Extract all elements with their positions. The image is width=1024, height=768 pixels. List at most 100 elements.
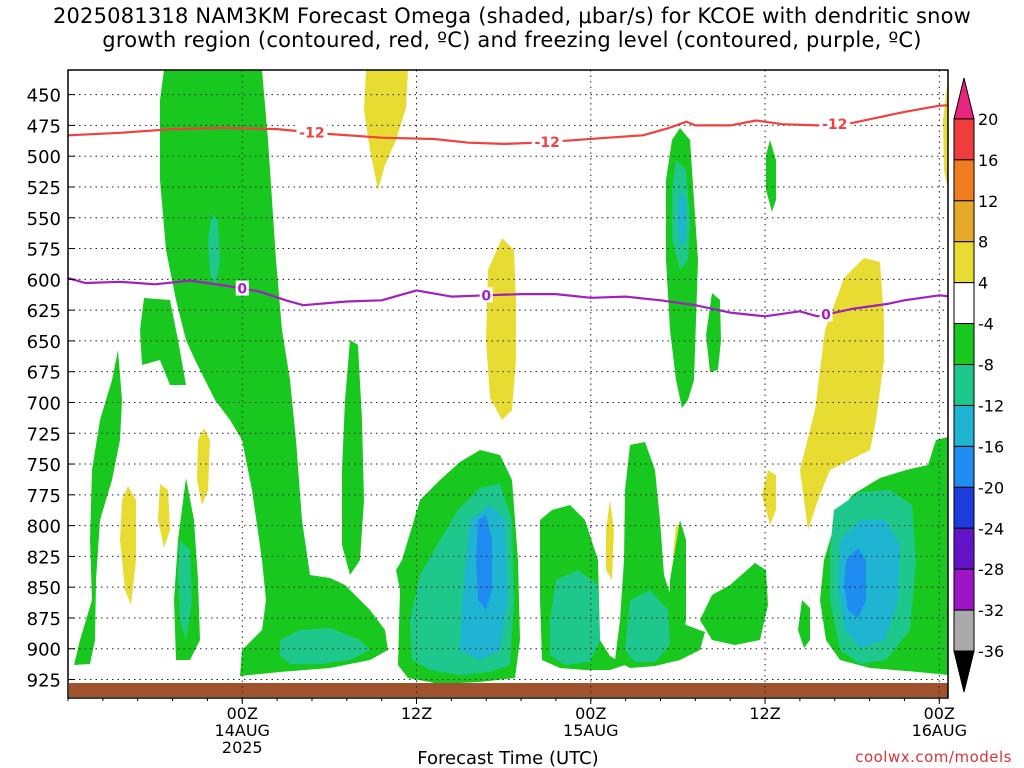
rising-zone [606,500,614,580]
contour-label-bg [235,280,249,296]
y-tick-label: 725 [27,424,61,445]
strong-sinking-core [838,520,900,648]
colorbar-label: -12 [978,396,1004,415]
y-tick-label: 600 [27,270,61,291]
contour-label-bg [479,287,493,303]
contour-label-bg [819,306,833,322]
colorbar-cell [953,77,975,120]
rising-zone [364,70,408,190]
colorbar-label: -4 [978,315,994,334]
ground-strip [69,683,948,697]
y-tick-label: 775 [27,486,61,507]
contour-labels: -12 -12 -12 0 0 0 [235,116,851,323]
colorbar-label: 8 [978,233,988,252]
contour-label: -12 [822,117,847,133]
x-tick-label: 12Z [401,704,432,723]
x-tick-label: 14AUG [215,721,270,740]
rising-zone [800,258,884,530]
colorbar-cell [953,527,975,570]
y-tick-label: 550 [27,209,61,230]
chart-title: 2025081318 NAM3KM Forecast Omega (shaded… [0,4,1024,52]
x-axis-label: Forecast Time (UTC) [417,748,598,768]
rising-zone [158,484,170,548]
colorbar-cell [953,568,975,611]
y-tick-label: 750 [27,455,61,476]
strong-sinking-core [208,214,220,285]
sinking-zone [700,563,768,645]
colorbar-label: -28 [978,560,1004,579]
colorbar-label: 20 [978,110,998,129]
y-tick-label: 675 [27,363,61,384]
y-tick-label: 700 [27,393,61,414]
x-tick-label: 00Z [227,704,258,723]
title-line-2: growth region (contoured, red, ºC) and f… [102,28,922,52]
sinking-zone [668,520,686,660]
y-axis: 450 475 500 525 550 575 600 625 650 675 700 725 750 7… [27,86,75,692]
y-tick-label: 800 [27,517,61,538]
strong-sinking-core [677,190,686,245]
y-tick-label: 925 [27,671,61,692]
sinking-zone [342,340,364,575]
title-line-1: 2025081318 NAM3KM Forecast Omega (shaded… [52,4,972,28]
plot-frame [67,69,949,699]
contour-label: -12 [535,135,560,151]
colorbar-cell [953,445,975,488]
x-tick-label: 12Z [749,704,780,723]
strong-sinking-core [178,540,192,640]
x-tick-label: 00Z [575,704,606,723]
colorbar-cell [953,323,975,366]
colorbar-label: -36 [978,642,1004,661]
contour-label: 0 [237,282,247,298]
y-tick-label: 900 [27,640,61,661]
rising-zone [486,238,516,420]
strong-sinking-core [844,548,866,618]
contour-line [68,277,948,318]
y-tick-label: 475 [27,116,61,137]
colorbar-label: -32 [978,601,1004,620]
sinking-zone [798,600,810,648]
sinking-zone [706,293,721,372]
contour-label-bg [296,124,328,140]
contour-label: 0 [481,288,491,304]
y-tick-label: 525 [27,178,61,199]
omega-shading [74,70,948,684]
colorbar-cell [953,650,975,693]
sinking-zone [140,298,186,385]
colorbar-cell [953,282,975,325]
y-tick-label: 825 [27,547,61,568]
colorbar-label: 16 [978,151,998,170]
y-tick-label: 450 [27,86,61,107]
colorbar-label: -24 [978,519,1004,538]
y-tick-label: 850 [27,578,61,599]
colorbar-cell [953,118,975,161]
contour-label-bg [819,116,851,132]
rising-zone [197,428,210,505]
colorbar-cell [953,200,975,243]
rising-zone [762,470,776,525]
strong-sinking-core [280,628,370,664]
sinking-zone [766,140,776,212]
colorbar-cell [953,486,975,529]
colorbar-label: -16 [978,437,1004,456]
rising-zone [120,486,136,605]
x-tick-label: 2025 [222,738,263,757]
x-tick-label: 00Z [924,704,955,723]
strong-sinking-core [476,515,492,610]
grid-lines [68,70,948,698]
colorbar-cell [953,364,975,406]
credit-link[interactable]: coolwx.com/models [855,748,1012,766]
colorbar-label: 12 [978,192,998,211]
y-tick-label: 875 [27,609,61,630]
colorbar-cell [953,241,975,284]
colorbar-label: 4 [978,274,988,293]
x-tick-label: 15AUG [563,721,618,740]
colorbar: 20 16 12 8 4 -4 -8 -12 -16 -20 -24 -28 -32 -36 [953,77,1004,693]
colorbar-cell [953,404,975,447]
colorbar-cell [953,159,975,202]
y-tick-label: 650 [27,332,61,353]
colorbar-label: -20 [978,478,1004,497]
y-tick-label: 575 [27,240,61,261]
colorbar-label: -8 [978,356,994,375]
